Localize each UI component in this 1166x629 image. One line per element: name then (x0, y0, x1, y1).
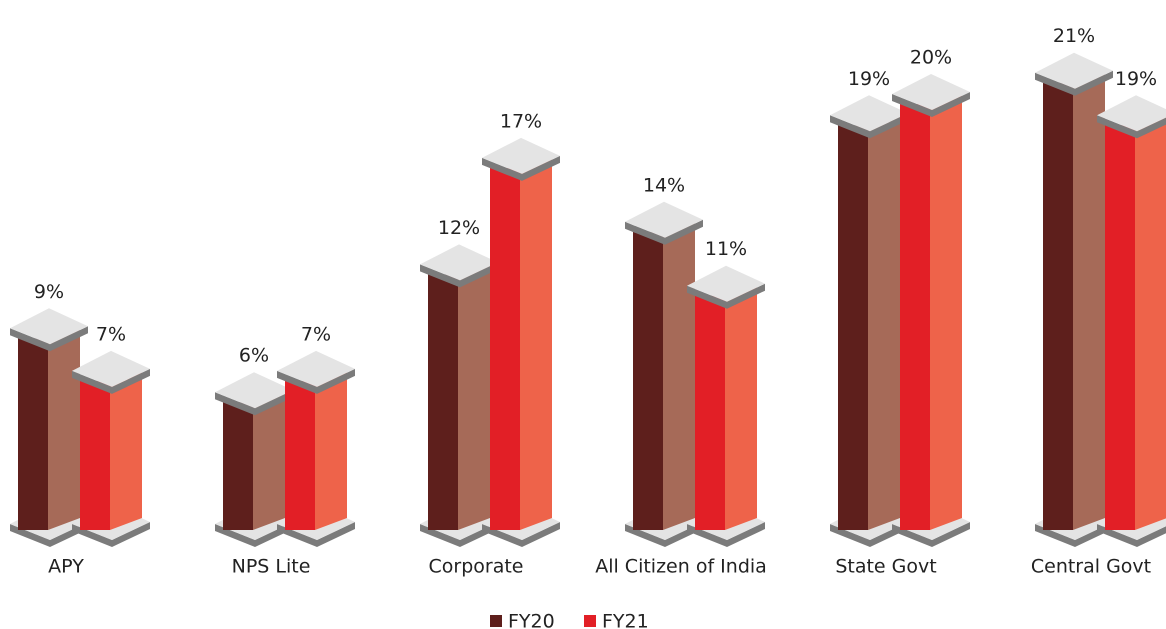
bar-front (490, 167, 520, 530)
bar-cap (420, 244, 498, 281)
bar-cap-edge (420, 262, 498, 288)
pillar-base-edge (277, 522, 355, 547)
value-label: 17% (500, 110, 542, 132)
bar-cap (215, 372, 293, 409)
pillar-base-edge (687, 522, 765, 547)
legend-swatch (490, 615, 502, 627)
x-tick-label: NPS Lite (232, 556, 311, 578)
value-label: 20% (910, 47, 952, 69)
x-tick-label: Corporate (429, 556, 524, 578)
value-label: 9% (34, 281, 64, 303)
pillar-base-edge (72, 522, 150, 547)
bar-cap (830, 95, 908, 132)
pillar-base-edge (420, 522, 498, 547)
pillar-base-edge (892, 522, 970, 547)
value-label: 12% (438, 217, 480, 239)
bar-front (223, 402, 253, 530)
bar-side (48, 326, 80, 530)
x-tick-label: Central Govt (1031, 556, 1151, 578)
legend-label: FY20 (508, 611, 555, 629)
bar-front (900, 104, 930, 530)
bar-cap-edge (687, 283, 765, 309)
value-label: 21% (1053, 25, 1095, 47)
x-tick-label: APY (48, 556, 84, 578)
bar-cap-edge (277, 368, 355, 394)
pillar-base-edge (625, 522, 703, 547)
bar-side (725, 283, 757, 530)
x-tick-label: All Citizen of India (595, 556, 767, 578)
bar-side (1135, 113, 1166, 530)
bar-cap (1097, 95, 1166, 132)
bar-side (663, 219, 695, 531)
value-label: 19% (848, 68, 890, 90)
bar-cap (10, 308, 88, 345)
bar-cap (1035, 52, 1113, 89)
bar-side (110, 368, 142, 530)
pillar-base-edge (10, 522, 88, 547)
value-label: 11% (705, 238, 747, 260)
value-label: 7% (96, 323, 126, 345)
bar-cap (625, 201, 703, 238)
bar-front (633, 231, 663, 531)
bar-front (80, 380, 110, 530)
pillar-base-edge (1097, 524, 1166, 547)
value-label: 7% (301, 323, 331, 345)
bar-cap-edge (72, 368, 150, 394)
bar-side (315, 368, 347, 530)
bar-side (930, 92, 962, 530)
bar-side (868, 113, 900, 531)
bar-cap-edge (625, 219, 703, 245)
bar-cap-edge (1035, 70, 1113, 96)
pillar-base-edge (482, 522, 560, 547)
legend-swatch (584, 615, 596, 627)
value-label: 6% (239, 345, 269, 367)
bar-cap-edge (215, 390, 293, 416)
bar-cap-edge (1097, 115, 1166, 139)
bar-front (695, 295, 725, 530)
bar-cap-edge (830, 113, 908, 139)
bar-cap (72, 350, 150, 387)
bar-side (253, 390, 285, 530)
bar-cap (482, 137, 560, 174)
bar-side (1073, 70, 1105, 530)
bar-front (18, 338, 48, 530)
bar-front (1105, 125, 1135, 531)
legend-label: FY21 (602, 611, 649, 629)
bar-front (838, 125, 868, 531)
bar-cap-edge (892, 92, 970, 117)
bar-cap-edge (10, 326, 88, 352)
bar-cap-edge (482, 155, 560, 181)
value-label: 19% (1115, 68, 1157, 90)
value-label: 14% (643, 174, 685, 196)
bar-cap (892, 74, 970, 110)
x-tick-label: State Govt (835, 556, 936, 578)
pillar-base-edge (215, 522, 293, 547)
bar-front (285, 380, 315, 530)
pillar-base-edge (1035, 522, 1113, 547)
bar-cap (277, 350, 355, 387)
bar-front (1043, 82, 1073, 530)
pillar-base-edge (830, 522, 908, 547)
bar-cap (687, 265, 765, 302)
bar-front (428, 274, 458, 530)
bar-side (520, 155, 552, 530)
bar-side (458, 262, 490, 530)
